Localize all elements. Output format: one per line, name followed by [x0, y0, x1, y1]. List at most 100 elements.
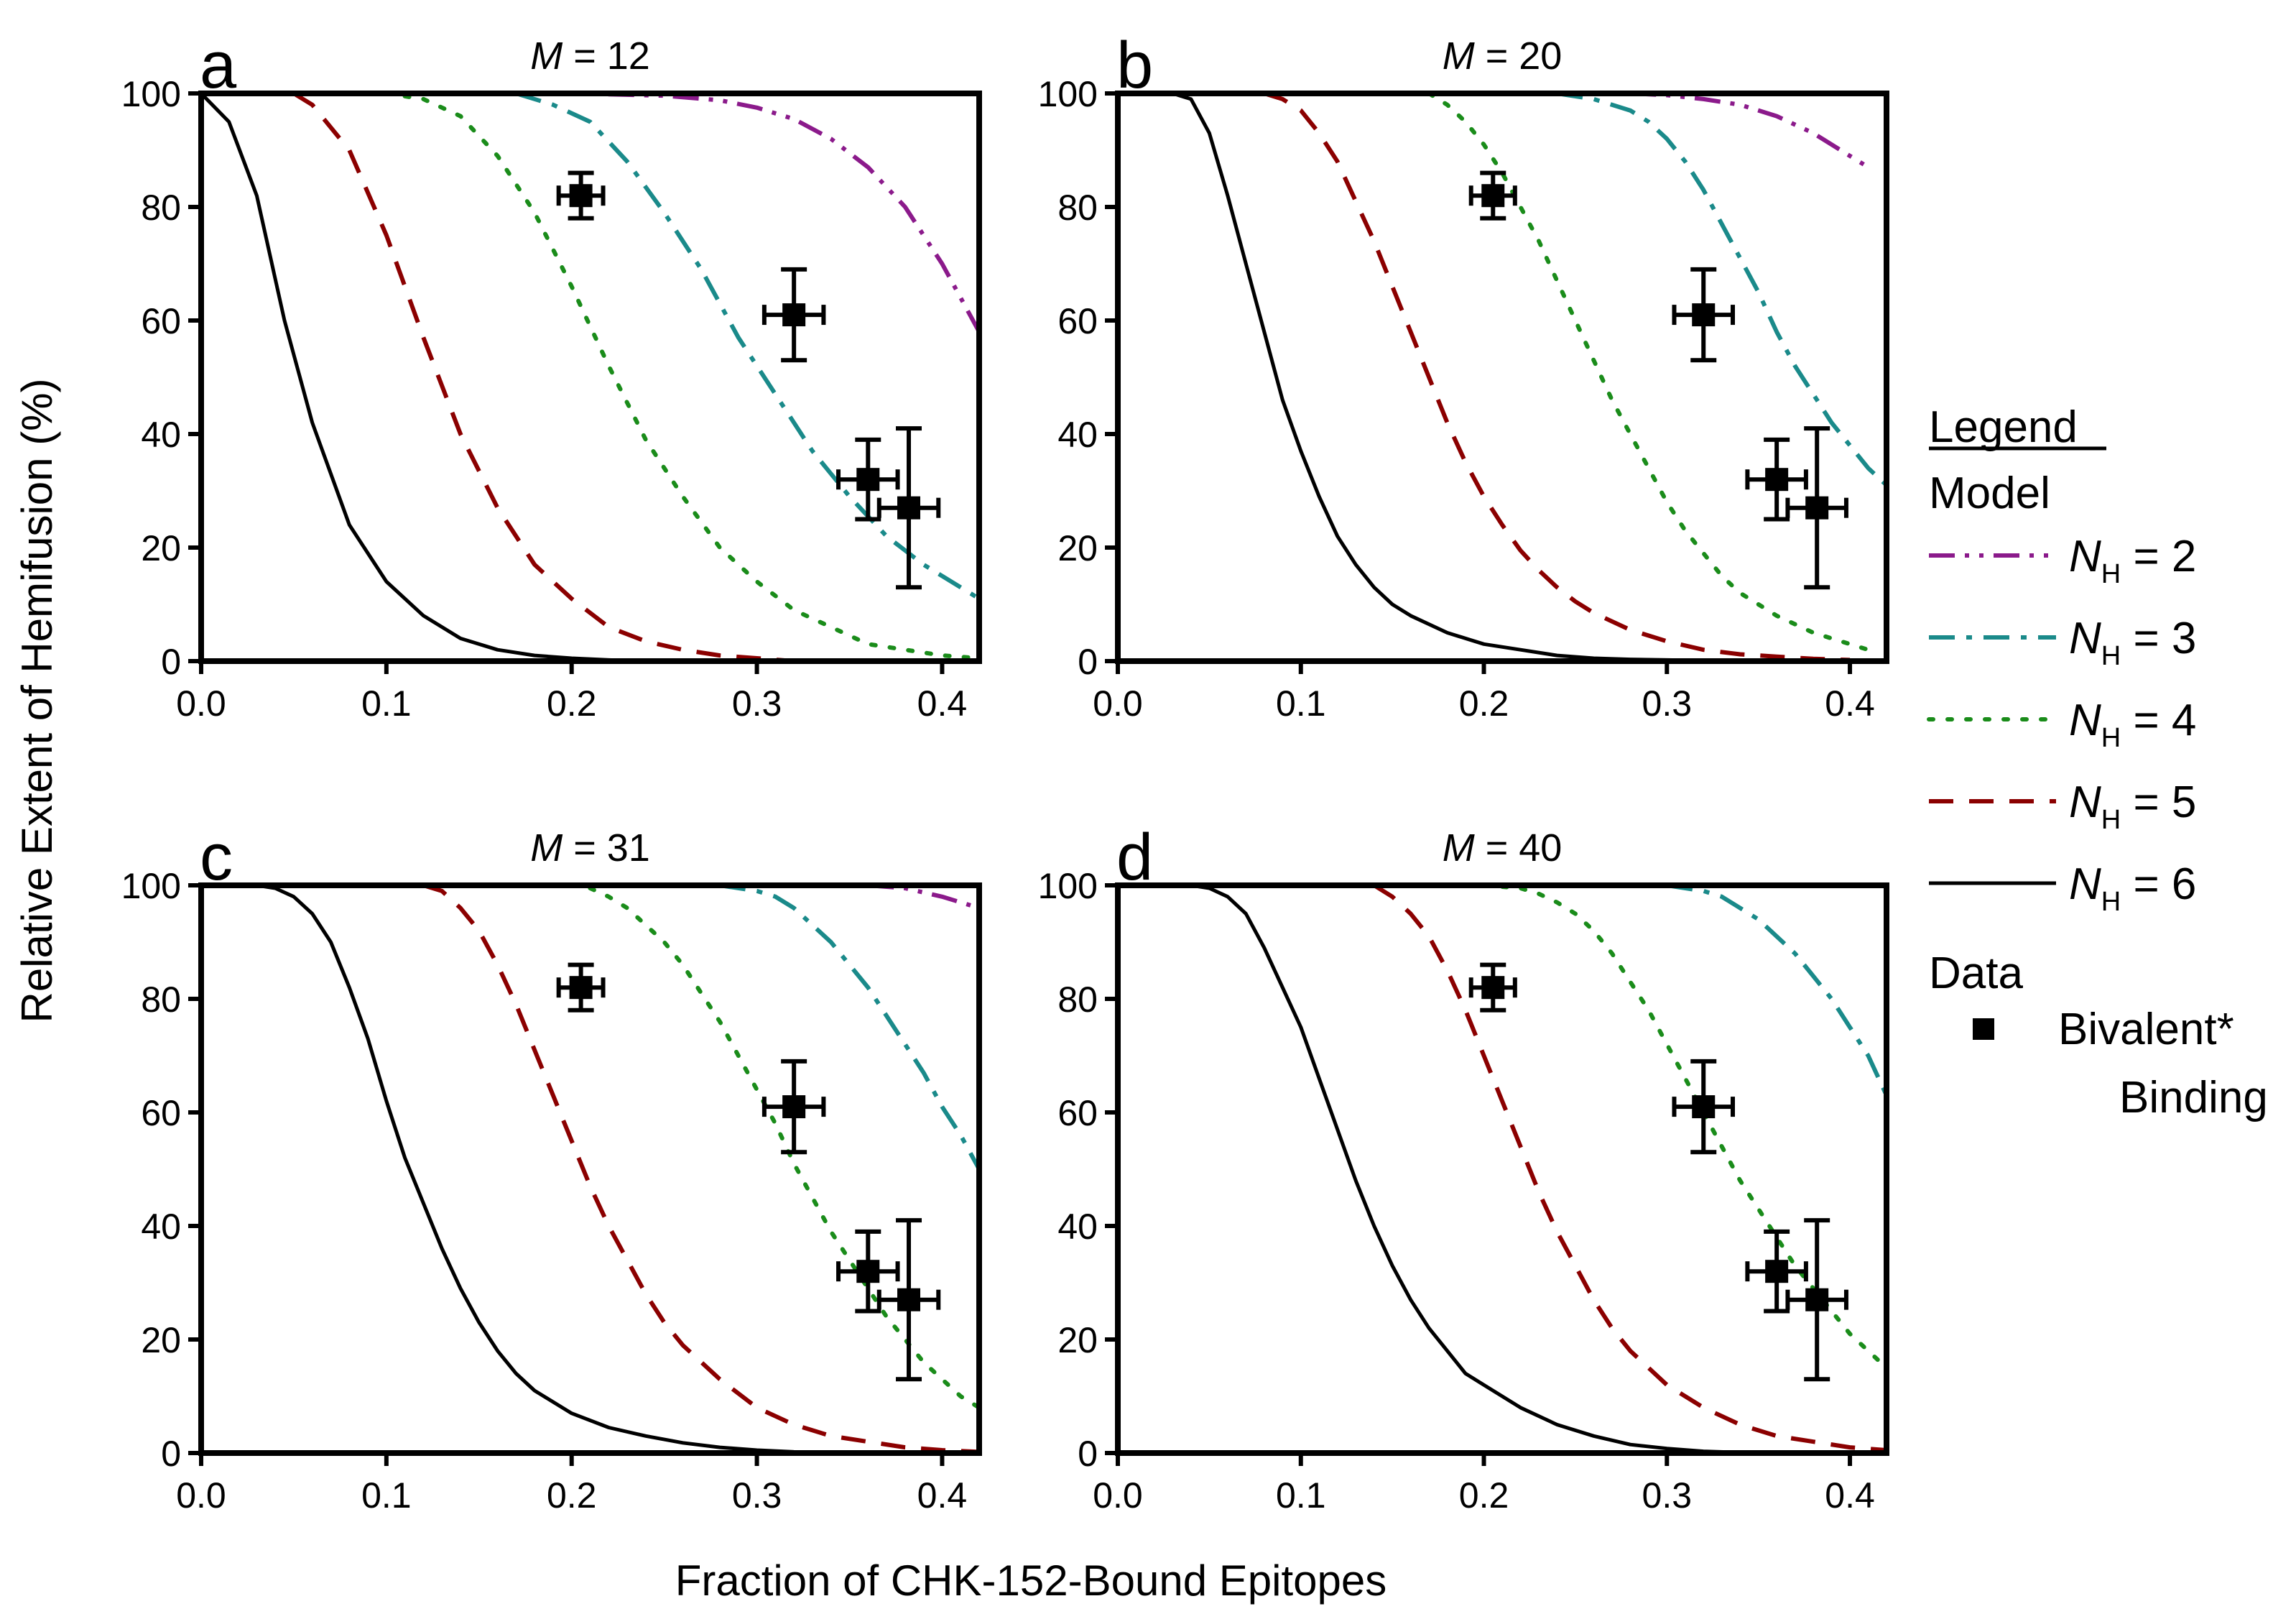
data-marker: [1481, 184, 1505, 208]
data-marker: [1765, 1260, 1789, 1283]
panel-b-series-n3: [1556, 91, 1887, 487]
x-tick-label: 0.4: [917, 683, 968, 724]
panels-group: 0 20 40 60 80 100 0.0 0.1 0.2 0.3 0.4 a M = 12 0 20 40 6…: [121, 29, 1889, 1516]
panel-a-data-point: [762, 267, 826, 363]
y-tick-label: 100: [121, 74, 181, 114]
x-tick-label: 0.3: [732, 683, 782, 724]
panel-a-data-point: [876, 426, 941, 590]
y-tick-label: 80: [1057, 188, 1098, 228]
legend-data-entry-line2: Binding: [2119, 1073, 2268, 1122]
data-marker: [782, 1095, 806, 1119]
x-tick-label: 0.2: [547, 683, 597, 724]
panel-c-curves: [256, 883, 979, 1454]
y-tick-label: 60: [1057, 1093, 1098, 1133]
legend-entry-n6: NH = 6: [1929, 859, 2196, 917]
data-marker: [856, 1260, 880, 1283]
legend-entry-n5: NH = 5: [1929, 778, 2196, 835]
panel-d-data-point: [1785, 1218, 1848, 1382]
panel-a-series-n5: [292, 91, 795, 663]
y-tick-label: 20: [1057, 1320, 1098, 1360]
x-tick-label: 0.2: [1459, 1475, 1509, 1516]
legend-entry-n4: NH = 4: [1927, 696, 2196, 753]
x-tick-label: 0.4: [1825, 1475, 1875, 1516]
panel-title-variable: M: [1443, 826, 1475, 870]
data-marker: [1765, 468, 1789, 492]
panel-b-frame: [1115, 91, 1889, 664]
panel-c-series-n2: [868, 883, 979, 910]
x-tick-label: 0.0: [176, 1475, 226, 1516]
legend-subscript: H: [2101, 887, 2121, 917]
panel-d-data-point: [1672, 1059, 1735, 1155]
panel-d-series-n3: [1666, 883, 1887, 1097]
panel-d-series-n6: [1190, 883, 1741, 1454]
y-axis-label: Relative Extent of Hemifusion (%): [13, 378, 61, 1023]
legend-data-label: Data: [1929, 949, 2023, 998]
panel-a-frame: [198, 91, 982, 664]
panel-title-value: = 31: [563, 826, 650, 870]
legend-symbol: N: [2069, 614, 2101, 663]
x-tick-label: 0.4: [1825, 683, 1875, 724]
y-tick-label: 0: [1078, 642, 1098, 682]
x-tick-label: 0.3: [1642, 1475, 1693, 1516]
data-marker: [1805, 496, 1829, 520]
y-tick-label: 0: [161, 1434, 181, 1474]
panel-c-frame: [198, 882, 982, 1456]
legend-entry-label: NH = 4: [2069, 696, 2196, 753]
legend-symbol: N: [2069, 859, 2101, 909]
panel-title-variable: M: [530, 34, 563, 78]
panel-b-curves: [1172, 91, 1887, 663]
x-tick-label: 0.0: [176, 683, 226, 724]
y-tick-label: 100: [1038, 866, 1098, 906]
y-tick-label: 100: [1038, 74, 1098, 114]
y-tick-label: 80: [141, 979, 181, 1020]
legend-title: Legend: [1929, 402, 2078, 452]
panel-title: M = 20: [1443, 34, 1563, 78]
legend-symbol: N: [2069, 532, 2101, 581]
panel-letter: a: [200, 29, 237, 102]
y-tick-label: 80: [141, 188, 181, 228]
y-tick-label: 40: [1057, 415, 1098, 455]
panel-title-value: = 20: [1475, 34, 1563, 78]
x-axis-label: Fraction of CHK-152-Bound Epitopes: [675, 1557, 1387, 1605]
panel-a-series-n6: [201, 92, 646, 663]
panel-d-series-n5: [1373, 883, 1887, 1452]
panel-a-data-point: [556, 170, 606, 221]
legend-data-marker: [1973, 1018, 1994, 1040]
panel-d-frame: [1115, 882, 1889, 1456]
legend-entry-n2: NH = 2: [1929, 532, 2196, 589]
data-marker: [1692, 1095, 1716, 1119]
y-tick-label: 20: [141, 528, 181, 568]
x-tick-label: 0.3: [732, 1475, 782, 1516]
panel-c-series-n4: [569, 883, 979, 1410]
data-marker: [856, 468, 880, 492]
data-marker: [1481, 976, 1505, 1000]
y-tick-label: 40: [1057, 1207, 1098, 1247]
panel-letter: d: [1116, 821, 1153, 894]
x-tick-label: 0.2: [1459, 683, 1509, 724]
panel-a-series-n2: [478, 91, 979, 333]
data-marker: [1805, 1288, 1829, 1311]
panel-d-data-point: [1468, 962, 1517, 1013]
panel-d-data-point: [1745, 1229, 1808, 1314]
panel-a-series-n4: [384, 91, 979, 660]
panel-c-data-point: [762, 1059, 826, 1155]
panel-b-data-point: [1785, 426, 1848, 590]
y-tick-label: 40: [141, 1207, 181, 1247]
y-tick-label: 100: [121, 866, 181, 906]
data-marker: [569, 184, 593, 208]
x-tick-label: 0.0: [1093, 1475, 1143, 1516]
panel-d: 0 20 40 60 80 100 0.0 0.1 0.2 0.3 0.4 d M = 40: [1038, 821, 1889, 1516]
legend-symbol: N: [2069, 696, 2101, 745]
panel-title-variable: M: [530, 826, 563, 870]
legend-subscript: H: [2101, 641, 2121, 671]
x-tick-label: 0.3: [1642, 683, 1693, 724]
panel-c-series-n5: [422, 883, 979, 1454]
legend: Legend Model NH = 2NH = 3NH = 4NH = 5NH …: [1927, 402, 2268, 1122]
y-tick-label: 80: [1057, 979, 1098, 1020]
panel-title-value: = 12: [563, 34, 650, 78]
panel-d-curves: [1190, 883, 1887, 1454]
panel-b-series-n2: [1630, 91, 1870, 170]
panel-b-series-n4: [1427, 91, 1871, 652]
panel-a-data-point: [836, 437, 900, 522]
panel-c-series-n3: [719, 883, 979, 1171]
